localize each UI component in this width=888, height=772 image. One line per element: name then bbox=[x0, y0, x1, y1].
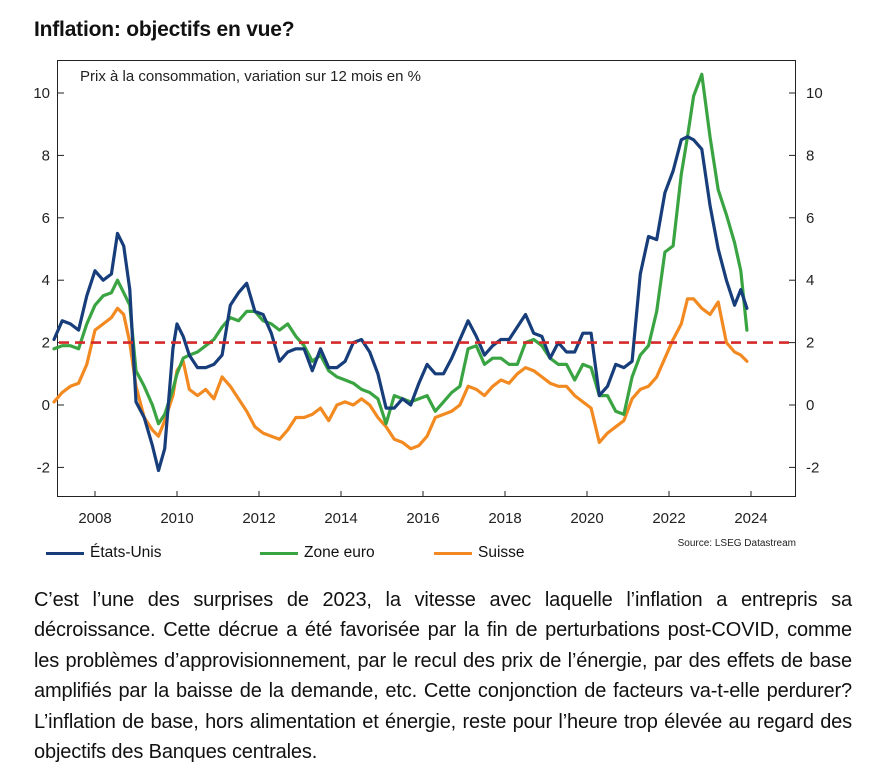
x-tick-label: 2010 bbox=[160, 510, 193, 527]
legend-item-us: États-Unis bbox=[46, 544, 260, 562]
legend-label-euro: Zone euro bbox=[304, 544, 375, 561]
y-tick-label-left: 6 bbox=[42, 210, 50, 227]
series-line-us bbox=[52, 135, 749, 473]
y-tick-label-left: -2 bbox=[37, 459, 50, 476]
legend-swatch-ch bbox=[434, 551, 472, 555]
y-tick-label-left: 8 bbox=[42, 147, 50, 164]
y-tick-label-right: 8 bbox=[806, 147, 814, 164]
legend-swatch-us bbox=[46, 551, 84, 555]
x-tick-label: 2022 bbox=[652, 510, 685, 527]
source-note: Source: LSEG Datastream bbox=[677, 538, 796, 549]
chart-title: Inflation: objectifs en vue? bbox=[34, 18, 295, 41]
y-tick-label-left: 2 bbox=[42, 335, 50, 352]
x-tick-label: 2008 bbox=[78, 510, 111, 527]
x-tick-label: 2020 bbox=[570, 510, 603, 527]
x-tick-label: 2018 bbox=[488, 510, 521, 527]
x-tick-label: 2024 bbox=[734, 510, 767, 527]
y-tick-label-right: 4 bbox=[806, 272, 814, 289]
legend-item-ch: Suisse bbox=[434, 544, 525, 562]
y-tick-label-right: 2 bbox=[806, 335, 814, 352]
legend-label-ch: Suisse bbox=[478, 544, 525, 561]
chart-subtitle: Prix à la consommation, variation sur 12… bbox=[80, 68, 421, 85]
series-line-ch bbox=[52, 297, 749, 451]
plot-area bbox=[57, 60, 796, 497]
series-line-euro bbox=[52, 72, 749, 426]
y-tick-label-left: 0 bbox=[42, 397, 50, 414]
line-chart: -2 -2 0 0 2 2 4 4 6 6 8 8 10 10 2008 2010 2012 2014 2016 20… bbox=[33, 72, 823, 527]
y-tick-label-right: 10 bbox=[806, 85, 823, 102]
x-tick-label: 2016 bbox=[406, 510, 439, 527]
x-tick-label: 2012 bbox=[242, 510, 275, 527]
y-tick-label-left: 10 bbox=[33, 85, 50, 102]
legend-swatch-euro bbox=[260, 551, 298, 555]
commentary-paragraph: C’est l’une des surprises de 2023, la vi… bbox=[34, 589, 852, 764]
y-tick-label-right: 6 bbox=[806, 210, 814, 227]
y-tick-label-left: 4 bbox=[42, 272, 50, 289]
x-tick-label: 2014 bbox=[324, 510, 357, 527]
y-tick-label-right: -2 bbox=[806, 459, 819, 476]
legend: États-Unis Zone euro Suisse bbox=[46, 544, 525, 562]
legend-label-us: États-Unis bbox=[90, 544, 162, 561]
legend-item-euro: Zone euro bbox=[260, 544, 434, 562]
y-tick-label-right: 0 bbox=[806, 397, 814, 414]
